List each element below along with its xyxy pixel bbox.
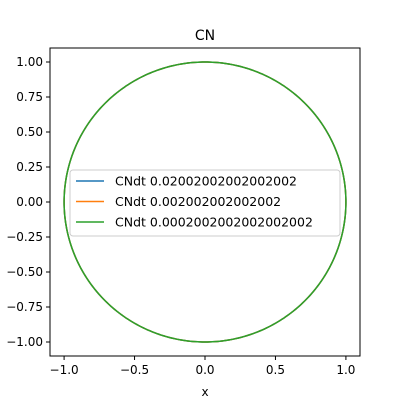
y-tick-label: 0.25 — [16, 160, 43, 174]
y-tick-label: −0.25 — [6, 230, 43, 244]
x-tick-label: 1.0 — [336, 363, 355, 377]
legend-label-1: CNdt 0.02002002002002002 — [115, 174, 297, 189]
y-tick-label: 0.75 — [16, 90, 43, 104]
x-tick-label: −0.5 — [120, 363, 149, 377]
chart-title: CN — [195, 28, 215, 44]
x-axis-label: x — [201, 385, 208, 399]
y-tick-label: 0.50 — [16, 125, 43, 139]
y-axis-ticks: 1.00 0.75 0.50 0.25 0.00 −0.25 −0.50 −0.75 −1.00 — [6, 55, 50, 349]
legend-label-3: CNdt 0.0002002002002002002 — [115, 215, 313, 230]
y-tick-label: 0.00 — [16, 195, 43, 209]
y-tick-label: −0.75 — [6, 300, 43, 314]
x-tick-label: −1.0 — [50, 363, 79, 377]
y-tick-label: −0.50 — [6, 265, 43, 279]
legend-box — [69, 169, 341, 237]
y-tick-label: 1.00 — [16, 55, 43, 69]
legend-label-2: CNdt 0.002002002002002 — [115, 194, 281, 209]
x-tick-label: 0.5 — [266, 363, 285, 377]
y-tick-label: −1.00 — [6, 335, 43, 349]
x-axis-ticks: −1.0 −0.5 0.0 0.5 1.0 — [50, 356, 355, 377]
series-line-3 — [63, 61, 347, 343]
legend: CNdt 0.02002002002002002 CNdt 0.002002002… — [69, 169, 341, 237]
series-layer — [63, 61, 347, 343]
x-tick-label: 0.0 — [195, 363, 214, 377]
